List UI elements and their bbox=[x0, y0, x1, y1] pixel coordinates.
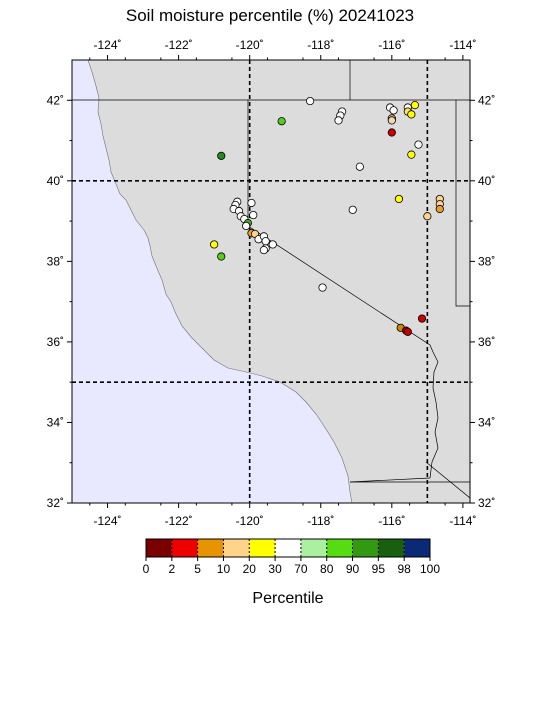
station-marker bbox=[387, 128, 396, 137]
station-marker bbox=[247, 198, 256, 208]
station-marker bbox=[389, 106, 398, 115]
colorbar-tick-label: 95 bbox=[372, 562, 386, 576]
station-marker bbox=[348, 205, 357, 214]
station-marker bbox=[407, 110, 416, 119]
colorbar-tick-label: 20 bbox=[243, 562, 257, 576]
station-marker bbox=[414, 140, 423, 149]
colorbar-tick-label: 80 bbox=[320, 562, 334, 576]
station-marker bbox=[249, 210, 258, 220]
colorbar-swatch bbox=[223, 539, 250, 557]
map-area bbox=[72, 60, 470, 503]
lat-label-right: 38˚ bbox=[478, 254, 495, 268]
lon-label-bottom: -116˚ bbox=[378, 514, 405, 528]
station-marker bbox=[277, 117, 286, 126]
lat-label-left: 32˚ bbox=[47, 496, 64, 510]
colorbar-swatch bbox=[326, 539, 353, 557]
lat-label-right: 32˚ bbox=[478, 496, 495, 510]
station-marker bbox=[387, 116, 396, 125]
lon-label-top: -120˚ bbox=[236, 38, 264, 52]
land-mass bbox=[88, 60, 470, 503]
station-marker bbox=[305, 96, 315, 106]
lon-label-bottom: -120˚ bbox=[236, 514, 264, 528]
colorbar-tick-label: 2 bbox=[168, 562, 175, 576]
lon-label-top: -116˚ bbox=[378, 38, 405, 52]
lat-label-left: 42˚ bbox=[47, 93, 64, 107]
colorbar-tick-label: 10 bbox=[217, 562, 231, 576]
lon-label-bottom: -124˚ bbox=[94, 514, 122, 528]
lat-label-left: 34˚ bbox=[47, 415, 64, 429]
station-marker bbox=[407, 150, 416, 159]
lat-label-right: 40˚ bbox=[478, 174, 495, 188]
station-marker bbox=[259, 245, 268, 255]
lat-label-left: 40˚ bbox=[47, 174, 64, 188]
colorbar-tick-label: 98 bbox=[398, 562, 412, 576]
station-marker bbox=[210, 240, 219, 249]
colorbar-swatch bbox=[249, 539, 276, 557]
colorbar-swatch bbox=[197, 539, 224, 557]
colorbar-swatch bbox=[171, 539, 198, 557]
colorbar-tick-label: 30 bbox=[268, 562, 282, 576]
colorbar-swatch bbox=[275, 539, 301, 557]
colorbar-tick-label: 5 bbox=[194, 562, 201, 576]
lon-label-bottom: -122˚ bbox=[165, 514, 193, 528]
lon-label-top: -124˚ bbox=[94, 38, 122, 52]
lat-label-left: 38˚ bbox=[47, 254, 64, 268]
station-marker bbox=[435, 204, 444, 214]
graticule bbox=[72, 60, 470, 503]
colorbar-swatch bbox=[378, 539, 405, 557]
coastline bbox=[87, 60, 353, 503]
colorbar-tick-label: 100 bbox=[420, 562, 440, 576]
lat-label-right: 36˚ bbox=[478, 335, 495, 349]
colorbar-swatch bbox=[300, 539, 327, 557]
lon-label-top: -118˚ bbox=[307, 38, 334, 52]
colorbar-swatch bbox=[146, 539, 172, 557]
station-marker bbox=[403, 327, 412, 336]
station-marker bbox=[355, 162, 364, 171]
station-marker bbox=[410, 101, 420, 110]
lon-label-bottom: -114˚ bbox=[449, 514, 476, 528]
lat-label-right: 42˚ bbox=[478, 93, 495, 107]
station-marker bbox=[417, 314, 427, 323]
map-frame bbox=[71, 59, 471, 504]
station-marker bbox=[423, 212, 432, 221]
lat-label-right: 34˚ bbox=[478, 415, 495, 429]
station-marker bbox=[318, 283, 327, 292]
colorbar: 0 2 5 10 20 30 70 80 90 95 98 100 bbox=[143, 538, 440, 576]
colorbar-swatch bbox=[404, 539, 430, 557]
lon-label-top: -122˚ bbox=[165, 38, 193, 52]
colorbar-title: Percentile bbox=[252, 590, 323, 607]
colorbar-tick-label: 90 bbox=[346, 562, 360, 576]
station-marker bbox=[261, 237, 270, 246]
lon-label-top: -114˚ bbox=[449, 38, 476, 52]
station-marker bbox=[394, 194, 404, 204]
state-borders bbox=[72, 60, 470, 499]
station-marker bbox=[268, 240, 277, 249]
station-marker bbox=[217, 252, 226, 261]
map-title: Soil moisture percentile (%) 20241023 bbox=[126, 6, 414, 25]
colorbar-tick-label: 0 bbox=[143, 562, 150, 576]
colorbar-swatch bbox=[352, 539, 379, 557]
colorbar-tick-label: 70 bbox=[294, 562, 308, 576]
lat-label-left: 36˚ bbox=[47, 335, 64, 349]
stations-layer bbox=[210, 96, 444, 336]
lon-label-bottom: -118˚ bbox=[307, 514, 334, 528]
station-marker bbox=[334, 116, 343, 125]
frame-ticks: -124˚ -124˚ -122˚ -122˚ -120˚ -120˚ -118˚ -118˚… bbox=[47, 38, 496, 528]
station-marker bbox=[242, 221, 251, 231]
colorbar-outline bbox=[145, 538, 431, 558]
station-marker bbox=[217, 151, 226, 160]
